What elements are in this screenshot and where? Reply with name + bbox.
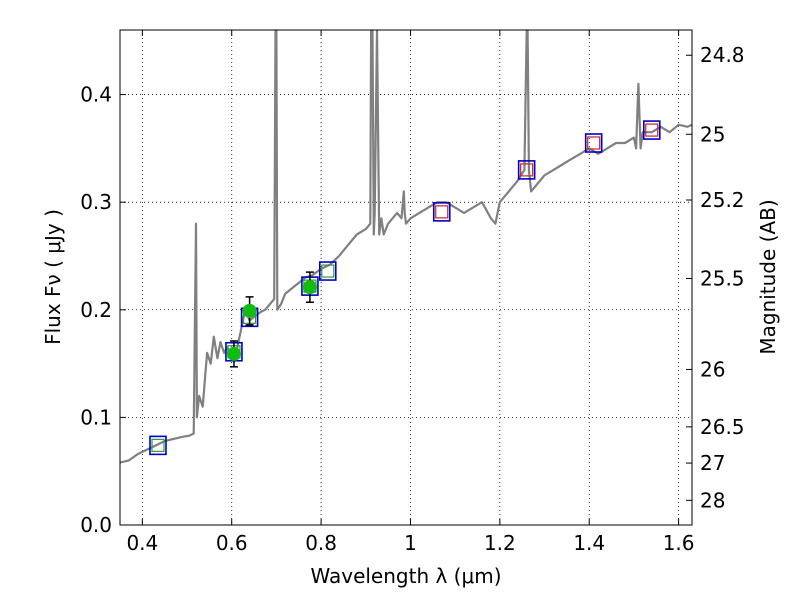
model-photometry-square — [642, 120, 661, 140]
model-photometry-inner — [520, 163, 534, 177]
model-spectrum-line — [120, 30, 692, 464]
model-photometry-inner — [321, 264, 335, 278]
x-axis-label: Wavelength λ (μm) — [310, 564, 501, 588]
x-axis: 0.4 0.6 0.8 1 1.2 1.4 1.6 — [126, 30, 695, 555]
model-photometry-inner — [151, 438, 165, 452]
model-photometry-square — [149, 435, 167, 456]
y-axis-label: Flux Fν ( μJy ) — [41, 209, 65, 345]
y2-axis-label: Magnitude (AB) — [756, 199, 780, 354]
model-photometry-square — [517, 160, 536, 180]
y2-tick-label: 28 — [700, 488, 725, 512]
y-tick-label: 0.3 — [80, 190, 112, 214]
model-photometry-square — [318, 261, 337, 281]
y2-tick-label: 27 — [700, 451, 725, 475]
y2-tick-label: 26.5 — [700, 415, 745, 439]
observed-point — [302, 280, 317, 295]
y2-tick-label: 26 — [700, 357, 725, 381]
observed-point — [226, 346, 241, 361]
x-tick-label: 1.6 — [663, 531, 695, 555]
model-photometry-square — [432, 202, 451, 222]
y2-tick-label: 25.2 — [700, 188, 745, 212]
y2-tick-label: 24.8 — [700, 43, 745, 67]
observed-photometry — [226, 271, 317, 368]
x-tick-label: 1.2 — [484, 531, 516, 555]
model-photometry-inner — [645, 123, 659, 137]
x-tick-label: 0.8 — [305, 531, 337, 555]
grid — [120, 30, 692, 525]
x-tick-label: 1 — [404, 531, 417, 555]
x-tick-label: 0.4 — [126, 531, 158, 555]
y-tick-label: 0.1 — [80, 405, 112, 429]
y2-tick-label: 25 — [700, 122, 725, 146]
y-tick-label: 0.4 — [80, 83, 112, 107]
model-spectrum — [120, 30, 692, 464]
model-photometry-square — [584, 133, 603, 153]
plot-frame — [119, 29, 693, 526]
y2-axis: 24.8 25 25.2 25.5 26 26.5 27 28 — [686, 43, 745, 512]
plot-background — [120, 30, 692, 525]
y-axis: 0.0 0.1 0.2 0.3 0.4 — [80, 83, 126, 537]
y-tick-label: 0.2 — [80, 298, 112, 322]
y2-tick-label: 25.5 — [700, 266, 745, 290]
observed-point — [242, 303, 257, 318]
y-tick-label: 0.0 — [80, 513, 112, 537]
x-tick-label: 0.6 — [216, 531, 248, 555]
model-photometry-inner — [435, 205, 449, 219]
x-tick-label: 1.4 — [573, 531, 605, 555]
model-photometry-inner — [587, 136, 601, 150]
